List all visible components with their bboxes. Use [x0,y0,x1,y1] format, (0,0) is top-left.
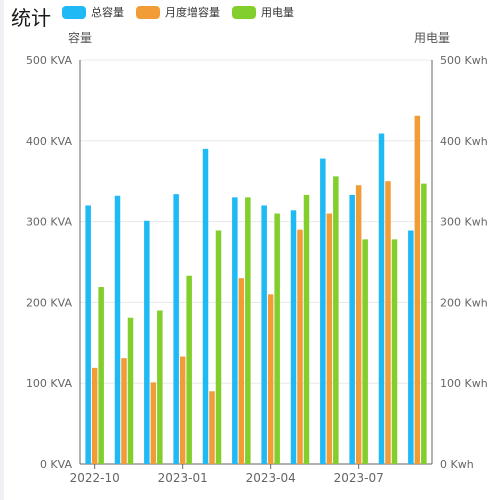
bar-power-usage [186,275,192,464]
bar-power-usage [362,239,368,464]
bar-total-capacity [408,230,414,464]
bar-monthly-added [91,367,98,464]
bar-power-usage [245,197,251,465]
bar-total-capacity [173,194,179,465]
y-left-tick-label: 100 KVA [26,377,73,390]
bar-monthly-added [150,382,157,464]
bar-monthly-added [179,356,186,464]
legend-label-total: 总容量 [91,6,124,19]
chart-title: 统计 [11,6,51,30]
x-tick-label: 2022-10 [70,471,120,485]
bar-monthly-added [121,358,127,464]
bar-monthly-added [297,229,303,464]
bar-monthly-added [385,181,391,464]
y-left-tick-label: 0 KVA [40,458,73,471]
y-right-tick-label: 400 Kwh [440,135,488,148]
bar-power-usage [333,176,339,465]
legend-label-power: 用电量 [261,6,294,19]
bar-power-usage [421,183,427,464]
y-right-tick-label: 100 Kwh [440,377,488,390]
legend-item-total-capacity[interactable]: 总容量 [62,4,124,20]
bar-total-capacity [378,133,385,464]
bar-total-capacity [232,197,238,465]
y-right-tick-label: 300 Kwh [440,216,488,229]
bar-power-usage [391,239,398,464]
x-tick-label: 2023-01 [158,471,208,485]
legend-item-monthly-added[interactable]: 月度增容量 [136,4,220,20]
y-right-axis-label: 用电量 [414,31,450,45]
bar-total-capacity [114,195,121,464]
legend-item-power-usage[interactable]: 用电量 [232,4,294,20]
bar-total-capacity [202,148,209,464]
bar-monthly-added [238,278,245,464]
bar-total-capacity [144,220,150,464]
legend-swatch-monthly [136,5,160,19]
y-left-axis-label: 容量 [68,30,92,45]
x-tick-label: 2023-04 [246,471,296,485]
bar-total-capacity [261,205,267,464]
legend-swatch-total [62,5,86,19]
legend: 总容量 月度增容量 用电量 [62,4,294,20]
bar-total-capacity [320,158,326,465]
bar-total-capacity [349,194,355,464]
y-left-tick-label: 500 KVA [26,54,73,67]
bar-monthly-added [267,294,274,464]
legend-label-monthly: 月度增容量 [165,6,220,19]
y-right-tick-label: 0 Kwh [440,458,474,471]
bar-power-usage [215,230,222,464]
bar-monthly-added [355,185,362,465]
bar-total-capacity [290,210,297,464]
bar-monthly-added [414,115,421,464]
bar-power-usage [157,310,163,464]
y-left-tick-label: 200 KVA [26,296,73,309]
bar-power-usage [303,194,310,464]
y-right-tick-label: 200 Kwh [440,296,488,309]
bar-power-usage [274,213,280,464]
bar-monthly-added [326,213,333,464]
bar-monthly-added [209,391,215,464]
bar-power-usage [98,287,104,464]
y-left-tick-label: 300 KVA [26,216,73,229]
bar-power-usage [127,317,134,464]
legend-swatch-power [232,5,256,19]
y-right-tick-label: 500 Kwh [440,54,488,67]
y-left-tick-label: 400 KVA [26,135,73,148]
x-tick-label: 2023-07 [334,471,384,485]
bar-total-capacity [85,205,91,464]
left-edge-strip [0,0,4,500]
